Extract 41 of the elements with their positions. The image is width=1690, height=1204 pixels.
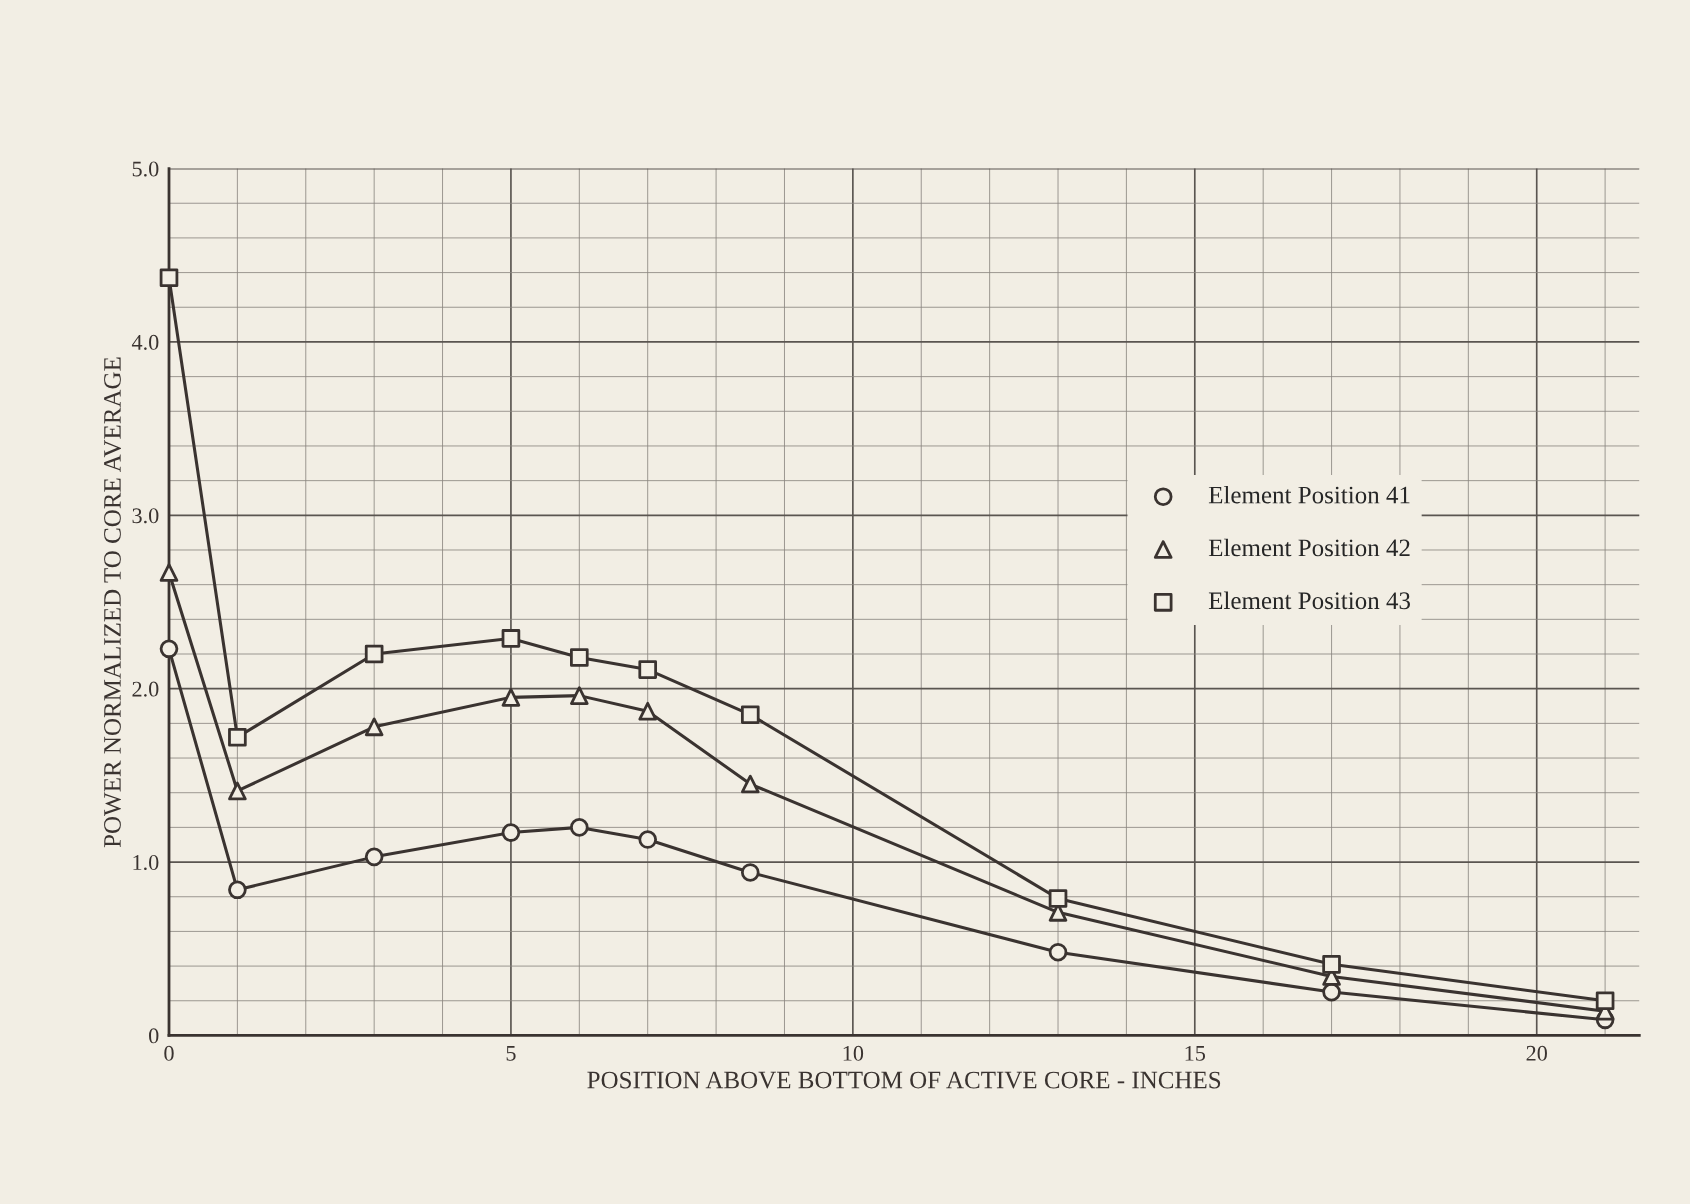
point	[501, 629, 521, 648]
y-tick-label: 2.0	[132, 681, 159, 697]
legend-label: Element Position 42	[1208, 538, 1410, 557]
point	[1048, 942, 1068, 962]
y-tick-label: 0	[149, 1028, 159, 1044]
x-tick-label: 20	[1526, 1045, 1547, 1061]
point	[1595, 991, 1615, 1011]
point	[159, 639, 179, 659]
point	[364, 644, 384, 664]
point	[570, 686, 589, 705]
y-tick-label: 1.0	[133, 855, 159, 871]
x-tick-label: 5	[506, 1046, 516, 1061]
point	[228, 781, 247, 801]
point	[228, 880, 247, 900]
point	[159, 268, 179, 288]
x-tick-label: 0	[164, 1045, 174, 1061]
point	[570, 648, 589, 667]
point	[638, 830, 658, 849]
point	[638, 660, 658, 679]
point	[1322, 955, 1341, 974]
point	[1048, 889, 1068, 908]
legend-label: Element Position 41	[1208, 485, 1410, 504]
point	[159, 563, 179, 582]
y-tick-label: 3.0	[132, 508, 159, 524]
x-tick-label: 15	[1185, 1045, 1206, 1061]
point	[228, 727, 247, 747]
point	[740, 863, 760, 882]
y-tick-label: 5.0	[132, 161, 159, 177]
x-tick-label: 10	[843, 1045, 864, 1061]
point	[364, 847, 384, 867]
point	[364, 717, 384, 737]
x-axis-title: POSITION ABOVE BOTTOM OF ACTIVE CORE - INCHES	[587, 1071, 1221, 1089]
point	[570, 818, 589, 837]
point	[638, 701, 658, 721]
y-tick-label: 4.0	[131, 334, 159, 350]
y-axis-title: POWER NORMALIZED TO CORE AVERAGE	[104, 357, 121, 848]
point	[501, 688, 521, 707]
legend-label: Element Position 43	[1208, 591, 1410, 610]
point	[501, 823, 521, 842]
point	[740, 774, 760, 794]
point	[740, 705, 760, 724]
